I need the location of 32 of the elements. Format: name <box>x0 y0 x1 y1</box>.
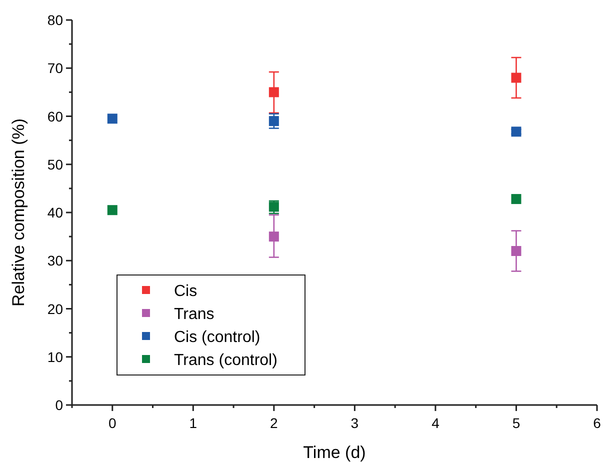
x-tick-label: 4 <box>432 415 440 431</box>
point <box>268 202 279 212</box>
y-tick-label: 30 <box>47 252 64 269</box>
y-tick-label: 10 <box>47 348 64 365</box>
point <box>107 205 118 216</box>
y-tick-label: 20 <box>47 300 64 317</box>
point <box>511 126 522 137</box>
y-tick-label: 70 <box>47 60 64 76</box>
y-tick-label: 40 <box>47 204 64 220</box>
x-tick-label: 1 <box>189 415 198 431</box>
point <box>268 232 279 242</box>
y-axis-title: Relative composition (%) <box>9 118 28 307</box>
legend-label: Cis (control) <box>174 329 260 346</box>
y-tick-label: 80 <box>47 12 64 28</box>
x-tick-label: 3 <box>350 415 359 431</box>
y-tick-label: 60 <box>47 108 64 124</box>
point <box>268 87 279 98</box>
x-tick-label: 6 <box>593 415 602 431</box>
legend-label: Trans (control) <box>174 352 278 369</box>
y-tick-label: 50 <box>47 156 64 172</box>
y-tick-label: 0 <box>55 397 64 413</box>
x-tick-label: 0 <box>108 415 116 431</box>
point <box>511 72 522 83</box>
x-axis-title: Time (d) <box>303 443 366 462</box>
point <box>511 246 522 256</box>
x-tick-label: 5 <box>512 415 520 431</box>
legend-label: Trans <box>174 306 214 323</box>
point <box>268 116 279 126</box>
point <box>107 114 118 124</box>
x-tick-label: 2 <box>270 415 278 431</box>
legend-label: Cis <box>174 283 198 300</box>
point <box>511 194 522 204</box>
